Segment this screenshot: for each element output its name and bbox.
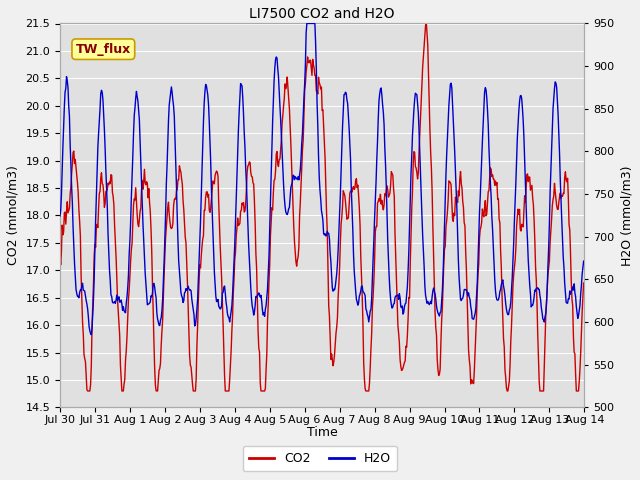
X-axis label: Time: Time: [307, 426, 337, 440]
Y-axis label: H2O (mmol/m3): H2O (mmol/m3): [620, 165, 633, 266]
Y-axis label: CO2 (mmol/m3): CO2 (mmol/m3): [7, 166, 20, 265]
Title: LI7500 CO2 and H2O: LI7500 CO2 and H2O: [250, 7, 395, 21]
Legend: CO2, H2O: CO2, H2O: [243, 446, 397, 471]
Text: TW_flux: TW_flux: [76, 43, 131, 56]
